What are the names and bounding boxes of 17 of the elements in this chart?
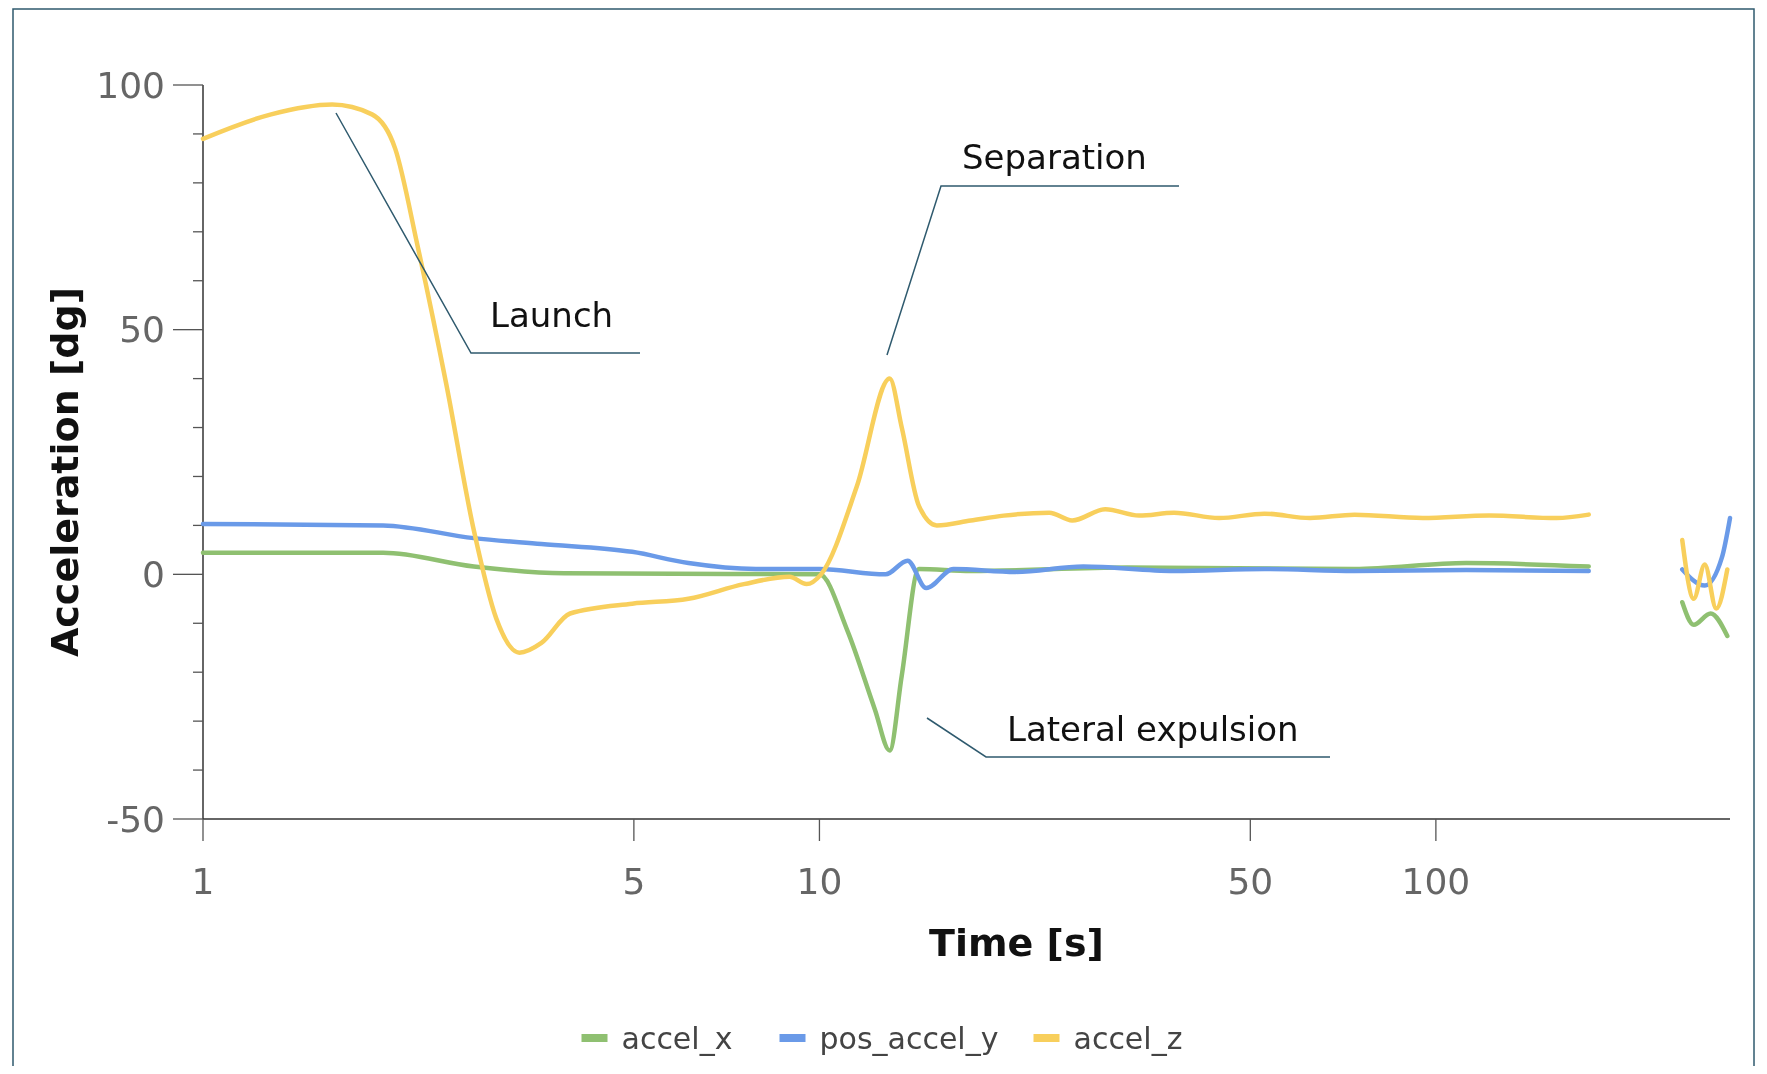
y-tick-label: -50 (106, 798, 165, 840)
y-tick-label: 50 (119, 309, 165, 351)
y-tick-label: 100 (96, 64, 165, 106)
legend-label: accel_x (621, 1020, 733, 1056)
legend-label: accel_z (1073, 1020, 1183, 1056)
x-tick-label: 100 (1401, 861, 1471, 902)
x-axis-title: Time [s] (929, 921, 1104, 965)
annotation: Lateral expulsion (1007, 709, 1299, 749)
annotation: Separation (962, 137, 1147, 177)
x-tick-label: 10 (796, 861, 843, 902)
legend-label: pos_accel_y (819, 1020, 999, 1056)
x-tick-label: 1 (191, 861, 215, 902)
y-axis-title: Acceleration [dg] (43, 286, 87, 658)
x-tick-label: 5 (622, 861, 646, 902)
annotation: Launch (490, 295, 614, 335)
x-tick-label: 50 (1227, 861, 1274, 902)
y-tick-label: 0 (142, 553, 165, 595)
